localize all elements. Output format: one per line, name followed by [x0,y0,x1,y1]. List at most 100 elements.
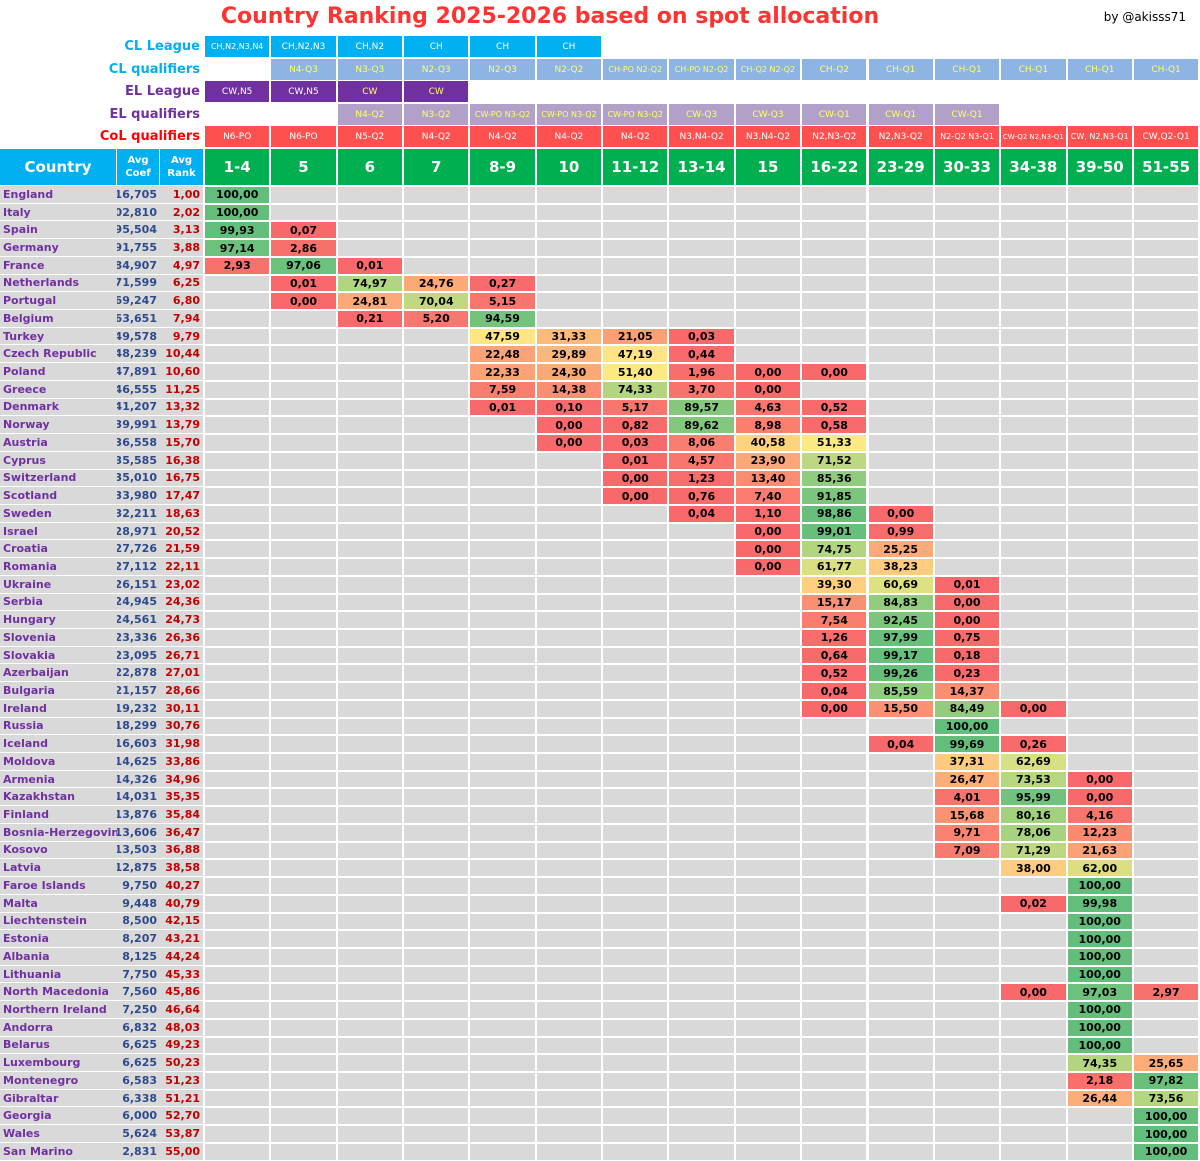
avg-rank-value: 53,87 [160,1125,203,1143]
probability-cell: 100,00 [1066,1001,1133,1019]
empty-cell [204,682,271,700]
empty-cell [535,806,603,824]
probability-cell: 0,04 [668,504,735,523]
probability-cell: 0,01 [602,451,669,470]
probability-cell: 91,85 [801,487,868,505]
empty-cell [336,221,404,240]
empty-cell [270,912,337,931]
avg-rank-value: 11,25 [160,380,203,399]
empty-cell [602,912,669,931]
probability-cell: 2,18 [1066,1072,1133,1090]
empty-cell [535,1018,603,1037]
empty-cell [270,593,337,612]
empty-cell [1132,770,1200,789]
empty-cell [1132,753,1200,771]
empty-cell [734,629,802,647]
probability-cell: 40,58 [734,434,802,452]
empty-cell [336,1036,404,1055]
empty-cell [867,717,934,736]
avg-rank-value: 38,58 [160,859,203,878]
empty-cell [535,788,603,807]
empty-cell [535,593,603,612]
country-name: Israel [0,522,117,541]
probability-cell: 8,06 [668,434,735,452]
spot-cell-cl-league: CH [536,36,602,57]
empty-cell [801,912,868,931]
empty-cell [1132,345,1200,364]
empty-cell [1132,558,1200,576]
empty-cell [403,1036,470,1055]
empty-cell [867,469,934,488]
empty-cell [535,699,603,718]
avg-rank-value: 30,76 [160,717,203,736]
empty-cell [336,1125,404,1143]
avg-coef-value: 49,578 [117,327,160,346]
empty-cell [801,859,868,878]
avg-coef-value: 6,583 [117,1072,160,1090]
spot-cell-cl-qualifiers: CH-PO N2-Q2 [669,59,734,80]
empty-cell [1066,1142,1133,1161]
avg-coef-value: 24,945 [117,593,160,612]
empty-cell [403,203,470,222]
empty-cell [1066,327,1133,346]
avg-rank-value: 36,88 [160,841,203,860]
probability-cell: 0,00 [933,611,1001,629]
spot-cell-el-qualifiers: CW-Q3 [669,104,734,125]
empty-cell [867,1018,934,1037]
empty-cell [336,469,404,488]
empty-cell [933,451,1001,470]
empty-cell [469,558,536,576]
empty-cell [734,859,802,878]
avg-coef-value: 19,232 [117,699,160,718]
empty-cell [336,434,404,452]
empty-cell [867,186,934,204]
empty-cell [1000,469,1067,488]
empty-cell [1066,345,1133,364]
empty-cell [336,1001,404,1019]
empty-cell [867,292,934,311]
empty-cell [204,398,271,417]
avg-rank-value: 35,35 [160,788,203,807]
empty-cell [602,788,669,807]
probability-cell: 38,23 [867,558,934,576]
empty-cell [270,380,337,399]
spot-cell-cl-qualifiers: CH-Q1 [1001,59,1066,80]
empty-cell [403,504,470,523]
empty-cell [1000,434,1067,452]
empty-cell [403,859,470,878]
empty-cell [668,1107,735,1126]
country-name: San Marino [0,1142,117,1161]
empty-cell [1000,1036,1067,1055]
empty-cell [668,1142,735,1161]
empty-cell [270,735,337,754]
empty-cell [867,894,934,913]
probability-cell: 21,63 [1066,841,1133,860]
empty-cell [270,575,337,594]
empty-cell [933,522,1001,541]
empty-cell [734,1001,802,1019]
empty-cell [1066,221,1133,240]
empty-cell [469,239,536,257]
avg-coef-value: 102,810 [117,203,160,222]
probability-cell: 15,17 [801,593,868,612]
empty-cell [535,770,603,789]
spot-cell-el-league: CW,N5 [205,81,270,102]
probability-cell: 0,04 [867,735,934,754]
empty-cell [602,256,669,275]
empty-cell [801,947,868,966]
empty-cell [469,451,536,470]
empty-cell [867,451,934,470]
empty-cell [1132,593,1200,612]
empty-cell [801,965,868,984]
avg-rank-value: 6,25 [160,274,203,293]
empty-cell [933,434,1001,452]
empty-cell [734,575,802,594]
avg-rank-value: 36,47 [160,823,203,842]
empty-cell [602,947,669,966]
empty-cell [801,1125,868,1143]
probability-cell: 26,47 [933,770,1001,789]
empty-cell [336,806,404,824]
country-name: Lithuania [0,965,117,984]
empty-cell [403,451,470,470]
empty-cell [535,646,603,665]
